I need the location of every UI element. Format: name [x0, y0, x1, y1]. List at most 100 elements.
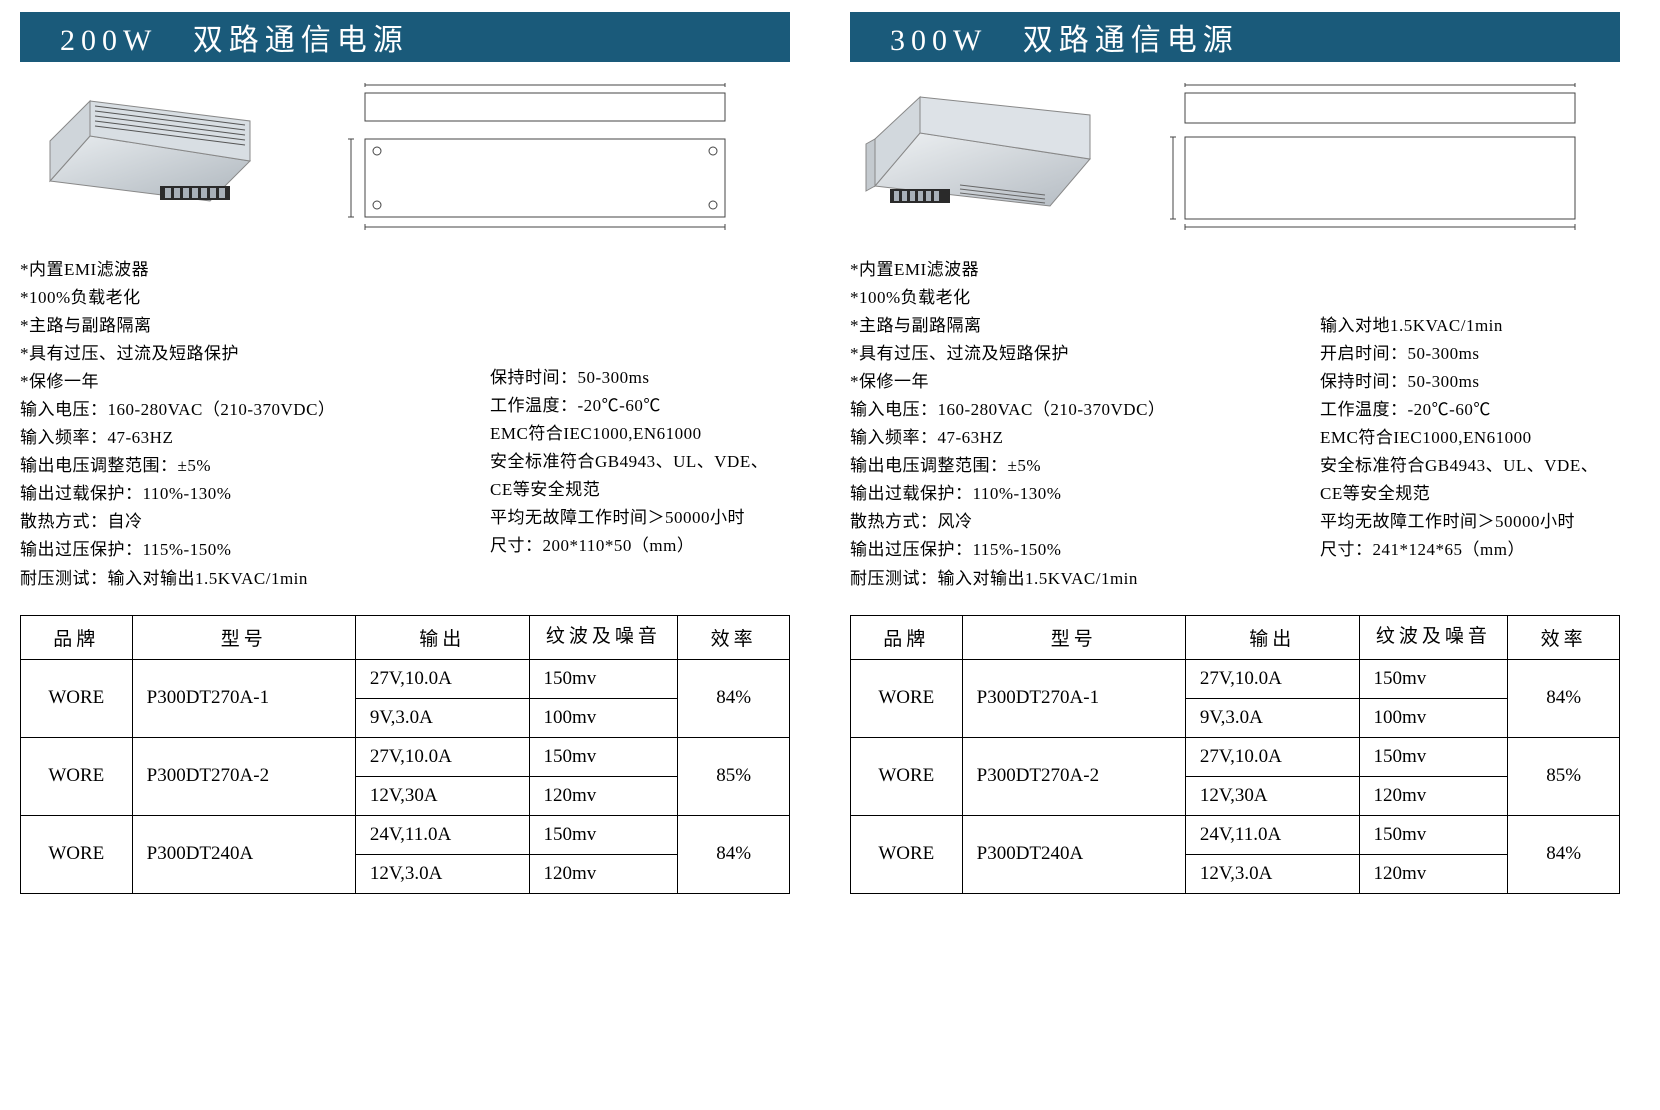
spec-line: 工作温度：-20℃-60℃	[490, 392, 790, 420]
spec-line: *保修一年	[850, 368, 1308, 396]
spec-line: 输入频率：47-63HZ	[850, 424, 1308, 452]
table-header-row: 品牌 型号 输出 纹波及噪音 效率	[21, 615, 790, 659]
cell-model: P300DT270A-1	[962, 659, 1185, 737]
cell-ripple: 100mv	[1359, 698, 1508, 737]
spec-line: 保持时间：50-300ms	[1320, 368, 1620, 396]
specs-left-col-200w: *内置EMI滤波器 *100%负载老化 *主路与副路隔离 *具有过压、过流及短路…	[20, 256, 478, 593]
spec-line: 工作温度：-20℃-60℃	[1320, 396, 1620, 424]
cell-ripple: 120mv	[1359, 776, 1508, 815]
th-eff: 效率	[678, 615, 790, 659]
spec-line: 散热方式：风冷	[850, 508, 1308, 536]
spec-line: 输出过压保护：115%-150%	[20, 536, 478, 564]
cell-eff: 84%	[1508, 815, 1620, 893]
spec-line: 输出电压调整范围：±5%	[20, 452, 478, 480]
spec-line: 输入对地1.5KVAC/1min	[1320, 312, 1620, 340]
spec-line: EMC符合IEC1000,EN61000	[1320, 424, 1620, 452]
title-300w: 300W 双路通信电源	[850, 12, 1620, 62]
spec-line: 平均无故障工作时间＞50000小时	[1320, 508, 1620, 536]
title-200w: 200W 双路通信电源	[20, 12, 790, 62]
th-brand: 品牌	[21, 615, 133, 659]
table-300w: 品牌 型号 输出 纹波及噪音 效率 WORE P300DT270A-1 27V,…	[850, 615, 1620, 894]
specs-right-col-300w: 输入对地1.5KVAC/1min 开启时间：50-300ms 保持时间：50-3…	[1320, 256, 1620, 593]
cell-output: 12V,30A	[355, 776, 529, 815]
th-model: 型号	[132, 615, 355, 659]
cell-output: 9V,3.0A	[355, 698, 529, 737]
cell-ripple: 120mv	[1359, 854, 1508, 893]
spec-line: *内置EMI滤波器	[20, 256, 478, 284]
spec-line: 耐压测试：输入对输出1.5KVAC/1min	[850, 565, 1308, 593]
dimension-drawing-icon	[1130, 81, 1620, 231]
spec-line: 平均无故障工作时间＞50000小时	[490, 504, 790, 532]
cell-ripple: 120mv	[529, 776, 678, 815]
spec-line: *主路与副路隔离	[20, 312, 478, 340]
cell-brand: WORE	[851, 815, 963, 893]
spec-line: 散热方式：自冷	[20, 508, 478, 536]
spec-line: 输出过载保护：110%-130%	[850, 480, 1308, 508]
table-row: WORE P300DT240A 24V,11.0A 150mv 84%	[21, 815, 790, 854]
spec-line: *保修一年	[20, 368, 478, 396]
spec-line: 开启时间：50-300ms	[1320, 340, 1620, 368]
spec-line: 输入频率：47-63HZ	[20, 424, 478, 452]
panel-200w: 200W 双路通信电源	[20, 12, 790, 1098]
cell-brand: WORE	[851, 659, 963, 737]
th-ripple: 纹波及噪音	[529, 615, 678, 659]
table-row: WORE P300DT270A-1 27V,10.0A 150mv 84%	[851, 659, 1620, 698]
cell-output: 12V,30A	[1185, 776, 1359, 815]
cell-model: P300DT270A-2	[962, 737, 1185, 815]
cell-output: 12V,3.0A	[1185, 854, 1359, 893]
cell-brand: WORE	[851, 737, 963, 815]
cell-model: P300DT240A	[132, 815, 355, 893]
table-header-row: 品牌 型号 输出 纹波及噪音 效率	[851, 615, 1620, 659]
spec-line: *主路与副路隔离	[850, 312, 1308, 340]
specs-left-col-300w: *内置EMI滤波器 *100%负载老化 *主路与副路隔离 *具有过压、过流及短路…	[850, 256, 1308, 593]
table-row: WORE P300DT270A-1 27V,10.0A 150mv 84%	[21, 659, 790, 698]
cell-model: P300DT270A-1	[132, 659, 355, 737]
spec-line: 耐压测试：输入对输出1.5KVAC/1min	[20, 565, 478, 593]
dimension-drawing-300w	[1130, 81, 1620, 231]
spec-line: 尺寸：200*110*50（mm）	[490, 532, 790, 560]
spec-line: *内置EMI滤波器	[850, 256, 1308, 284]
table-200w: 品牌 型号 输出 纹波及噪音 效率 WORE P300DT270A-1 27V,…	[20, 615, 790, 894]
cell-eff: 85%	[678, 737, 790, 815]
cell-brand: WORE	[21, 815, 133, 893]
spec-line: 输入电压：160-280VAC（210-370VDC）	[20, 396, 478, 424]
spec-line: 尺寸：241*124*65（mm）	[1320, 536, 1620, 564]
product-photo-200w	[20, 81, 280, 231]
spec-line: 输出过载保护：110%-130%	[20, 480, 478, 508]
cell-model: P300DT270A-2	[132, 737, 355, 815]
product-photo-300w	[850, 81, 1110, 231]
spec-line: *100%负载老化	[850, 284, 1308, 312]
image-row-200w	[20, 76, 790, 236]
cell-output: 24V,11.0A	[1185, 815, 1359, 854]
specs-200w: *内置EMI滤波器 *100%负载老化 *主路与副路隔离 *具有过压、过流及短路…	[20, 256, 790, 593]
th-output: 输出	[1185, 615, 1359, 659]
spec-line: 安全标准符合GB4943、UL、VDE、CE等安全规范	[1320, 452, 1620, 508]
dimension-drawing-200w	[300, 81, 790, 231]
spec-line: EMC符合IEC1000,EN61000	[490, 420, 790, 448]
psu-illustration-icon	[20, 81, 280, 231]
cell-output: 27V,10.0A	[355, 737, 529, 776]
th-brand: 品牌	[851, 615, 963, 659]
th-ripple: 纹波及噪音	[1359, 615, 1508, 659]
cell-eff: 84%	[678, 659, 790, 737]
spec-line: 保持时间：50-300ms	[490, 364, 790, 392]
cell-eff: 84%	[678, 815, 790, 893]
cell-ripple: 150mv	[1359, 659, 1508, 698]
cell-output: 9V,3.0A	[1185, 698, 1359, 737]
spec-line: *100%负载老化	[20, 284, 478, 312]
table-row: WORE P300DT270A-2 27V,10.0A 150mv 85%	[21, 737, 790, 776]
specs-right-col-200w: 保持时间：50-300ms 工作温度：-20℃-60℃ EMC符合IEC1000…	[490, 256, 790, 593]
dimension-drawing-icon	[300, 81, 790, 231]
table-row: WORE P300DT240A 24V,11.0A 150mv 84%	[851, 815, 1620, 854]
th-output: 输出	[355, 615, 529, 659]
cell-brand: WORE	[21, 659, 133, 737]
cell-ripple: 100mv	[529, 698, 678, 737]
specs-300w: *内置EMI滤波器 *100%负载老化 *主路与副路隔离 *具有过压、过流及短路…	[850, 256, 1620, 593]
cell-ripple: 150mv	[529, 659, 678, 698]
cell-model: P300DT240A	[962, 815, 1185, 893]
spec-line: *具有过压、过流及短路保护	[20, 340, 478, 368]
cell-eff: 85%	[1508, 737, 1620, 815]
cell-output: 24V,11.0A	[355, 815, 529, 854]
th-model: 型号	[962, 615, 1185, 659]
spec-line: 输出过压保护：115%-150%	[850, 536, 1308, 564]
